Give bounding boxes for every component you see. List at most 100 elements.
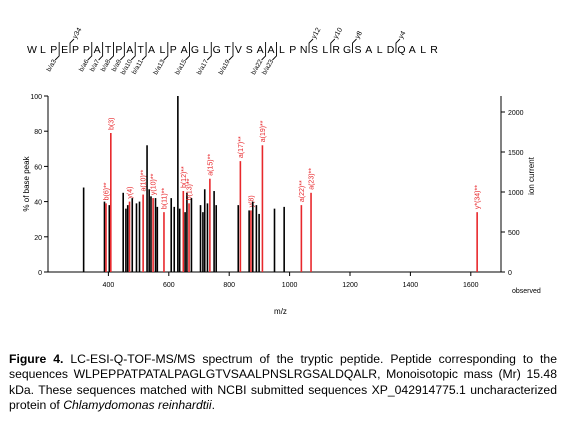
b-ion-bracket xyxy=(87,42,93,61)
figure-label: Figure 4. xyxy=(9,352,64,366)
b-ion-bracket xyxy=(163,42,169,61)
y-right-tick-label: 0 xyxy=(508,270,512,277)
sequence-residue: V xyxy=(235,44,242,56)
b-ion-bracket xyxy=(272,42,277,61)
peak-label: b(6)** xyxy=(103,182,110,200)
sequence-residue: P xyxy=(170,44,177,56)
b-ion-bracket xyxy=(109,42,114,61)
sequence-residue: S xyxy=(354,44,361,56)
sequence-residue: R xyxy=(430,44,438,56)
x-tick-label: 1600 xyxy=(463,282,479,289)
b-ion-bracket xyxy=(261,42,267,61)
y-ion-label: y12 xyxy=(311,27,323,40)
b-ion-bracket xyxy=(130,42,136,61)
sequence-residue: N xyxy=(300,44,308,56)
figure-caption: Figure 4. LC-ESI-Q-TOF-MS/MS spectrum of… xyxy=(9,352,557,414)
sequence-residue: T xyxy=(105,44,112,56)
y-ion-label: y34 xyxy=(72,27,84,40)
peak-label: a(17)** xyxy=(238,136,245,158)
b-ion-label: b/a23 xyxy=(261,58,275,76)
sequence-residue: A xyxy=(409,44,416,56)
y-ion-bracket xyxy=(330,38,336,53)
y-left-tick-label: 20 xyxy=(34,235,42,242)
sequence-residue: P xyxy=(72,44,79,56)
b-ion-bracket xyxy=(185,42,190,61)
x-tick-label: 1000 xyxy=(282,282,298,289)
sequence-residue: D xyxy=(387,44,395,56)
y-left-tick-label: 100 xyxy=(30,94,42,101)
sequence-residue: A xyxy=(268,44,275,56)
peak-label: a(15)** xyxy=(207,154,214,176)
sequence-residue: A xyxy=(181,44,188,56)
sequence-residue: P xyxy=(289,44,296,56)
y-left-tick-label: 0 xyxy=(38,270,42,277)
y-right-tick-label: 1000 xyxy=(508,190,524,197)
y-left-tick-label: 40 xyxy=(34,200,42,207)
y-left-tick-label: 80 xyxy=(34,129,42,136)
b-ion-bracket xyxy=(206,42,212,61)
sequence-residue: G xyxy=(191,44,199,56)
sequence-residue: G xyxy=(213,44,221,56)
b-ion-label: b/a19 xyxy=(218,58,232,76)
y-ion-bracket xyxy=(395,38,401,53)
sequence-residue: P xyxy=(50,44,57,56)
peak-label: y(8) xyxy=(248,195,255,207)
peak-label: b(12)** xyxy=(181,166,188,188)
sequence-residue: L xyxy=(377,44,383,56)
x-tick-label: 1200 xyxy=(342,282,358,289)
peak-label: a(23)** xyxy=(309,168,316,190)
b-ion-label: b/a6 xyxy=(78,58,91,73)
y-right-tick-label: 2000 xyxy=(508,110,524,117)
b-ion-label: b/a3 xyxy=(46,58,59,73)
y-ion-label: y10 xyxy=(332,27,344,40)
y-left-axis-title: % of base peak xyxy=(22,155,31,211)
sequence-residue: A xyxy=(94,44,101,56)
peak-label: b(11)** xyxy=(161,188,168,210)
peak-label: b(13)** xyxy=(187,178,194,200)
x-axis-title: m/z xyxy=(274,307,287,316)
sequence-residue: L xyxy=(159,44,165,56)
sequence-residue: T xyxy=(137,44,144,56)
sequence-residue: L xyxy=(203,44,209,56)
y-right-tick-label: 1500 xyxy=(508,150,524,157)
x-tick-label: 400 xyxy=(103,282,115,289)
b-ion-label: b/a17 xyxy=(196,58,210,76)
caption-species: Chlamydomonas reinhardtii xyxy=(63,398,212,413)
x-tick-label: 800 xyxy=(223,282,235,289)
y-ion-bracket xyxy=(308,38,314,53)
b-ion-label: b/a11 xyxy=(131,58,145,76)
sequence-residue: P xyxy=(115,44,122,56)
y-ion-bracket xyxy=(69,38,75,53)
sequence-residue: A xyxy=(257,44,264,56)
right-axis-footer: observed xyxy=(512,288,541,295)
b-ion-label: b/a8 xyxy=(100,58,113,73)
peak-label: b(3) xyxy=(108,118,115,130)
caption-end: . xyxy=(211,398,215,413)
peak-label: a(10)** xyxy=(141,169,148,191)
sequence-residue: A xyxy=(148,44,155,56)
y-right-axis-title: ion current xyxy=(527,156,536,195)
b-ion-bracket xyxy=(98,42,104,61)
y-ion-label: y4 xyxy=(398,30,408,40)
sequence-residue: Q xyxy=(397,44,405,56)
b-ion-bracket xyxy=(54,42,60,61)
peak-label: y*(34)** xyxy=(475,185,482,209)
sequence-residue: L xyxy=(40,44,46,56)
sequence-residue: L xyxy=(279,44,285,56)
peak-label: a(22)** xyxy=(299,180,306,202)
sequence-residue: L xyxy=(322,44,328,56)
y-right-tick-label: 500 xyxy=(508,230,520,237)
sequence-residue: A xyxy=(126,44,133,56)
spectrum-figure: 0 20 40 60 80 100 0 500 1000 1500 2000 400 600 800 100… xyxy=(22,27,541,316)
sequence-residue: R xyxy=(332,44,340,56)
b-ion-bracket xyxy=(141,42,147,61)
sequence-residue: A xyxy=(365,44,372,56)
caption-text: LC-ESI-Q-TOF-MS/MS spectrum of the trypt… xyxy=(9,352,557,413)
b-ion-bracket xyxy=(120,42,125,61)
sequence-residue: P xyxy=(83,44,90,56)
peak-label: a(19)** xyxy=(260,120,267,142)
x-tick-label: 1400 xyxy=(403,282,419,289)
sequence-residue: W xyxy=(27,44,37,56)
b-ion-label: b/a7 xyxy=(89,58,102,73)
